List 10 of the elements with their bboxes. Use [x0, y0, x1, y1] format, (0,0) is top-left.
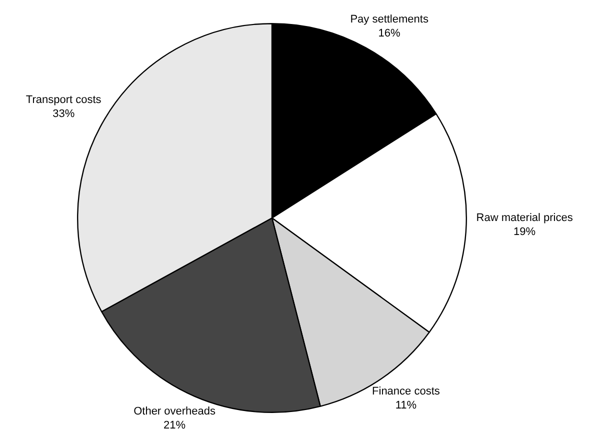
slice-label: Raw material prices	[476, 212, 574, 224]
slice-label: Pay settlements	[350, 14, 429, 26]
slice-label: Other overheads	[134, 405, 216, 418]
data-label: 11%	[395, 400, 417, 412]
data-label: 16%	[378, 28, 401, 40]
data-label: 19%	[514, 226, 536, 238]
data-label: 33%	[52, 108, 75, 120]
data-label: 21%	[164, 419, 186, 432]
slice-label: Finance costs	[372, 386, 440, 398]
slice-label: Transport costs	[26, 94, 102, 106]
